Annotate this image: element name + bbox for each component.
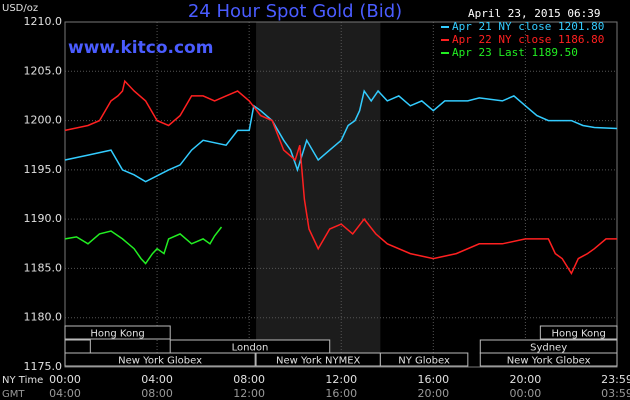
chart-title: 24 Hour Spot Gold (Bid) <box>188 1 402 22</box>
y-tick-label: 1185.0 <box>24 261 63 274</box>
x2-tick-label: 12:00 <box>233 387 265 400</box>
x2-tick-label: 20:00 <box>417 387 449 400</box>
session-label: London <box>232 343 269 354</box>
x2-tick-label: 16:00 <box>325 387 357 400</box>
session-box <box>539 325 618 340</box>
plot-frame <box>64 21 618 368</box>
x-tick-label: 04:00 <box>141 373 173 386</box>
x2-tick-label: 08:00 <box>141 387 173 400</box>
x2-axis-label: GMT <box>2 389 25 400</box>
y-tick-label: 1175.0 <box>24 360 63 373</box>
session-label: NY Globex <box>398 356 450 367</box>
session-label: New York NYMEX <box>276 356 361 367</box>
y-axis-label: USD/oz <box>2 3 38 14</box>
session-label: Hong Kong <box>551 329 605 340</box>
x-axis-label: NY Time <box>2 375 43 386</box>
x-tick-label: 23:59 <box>601 373 630 386</box>
x-tick-label: 00:00 <box>49 373 81 386</box>
date: April 23, 2015 06:39 <box>468 7 600 20</box>
x-tick-label: 16:00 <box>417 373 449 386</box>
x2-tick-label: 04:00 <box>49 387 81 400</box>
session-label: Sydney <box>530 343 567 354</box>
session-box <box>479 352 618 367</box>
session-box <box>379 352 469 367</box>
session-box <box>64 339 91 354</box>
x2-tick-label: 00:00 <box>510 387 542 400</box>
session-label: Hong Kong <box>90 329 144 340</box>
legend-entry: Apr 21 NY close 1201.80 <box>452 20 604 33</box>
price-line <box>64 89 618 183</box>
session-label: New York Globex <box>118 356 202 367</box>
y-tick-label: 1195.0 <box>24 163 63 176</box>
y-tick-label: 1190.0 <box>24 212 63 225</box>
y-tick-label: 1180.0 <box>24 311 63 324</box>
x-tick-label: 08:00 <box>233 373 265 386</box>
session-box <box>64 352 256 367</box>
x2-tick-label: 03:59 <box>601 387 630 400</box>
price-line <box>64 226 223 265</box>
session-box <box>64 325 171 340</box>
x-tick-label: 20:00 <box>510 373 542 386</box>
x-tick-label: 12:00 <box>325 373 357 386</box>
y-tick-label: 1205.0 <box>24 64 63 77</box>
shaded-range <box>256 22 381 367</box>
y-tick-label: 1200.0 <box>24 114 63 127</box>
y-tick-label: 1210.0 <box>24 15 63 28</box>
legend-entry: Apr 22 NY close 1186.80 <box>452 33 604 46</box>
price-line <box>64 79 617 275</box>
session-label: New York Globex <box>507 356 591 367</box>
legend-entry: Apr 23 Last 1189.50 <box>452 46 578 59</box>
watermark: www.kitco.com <box>68 38 213 58</box>
